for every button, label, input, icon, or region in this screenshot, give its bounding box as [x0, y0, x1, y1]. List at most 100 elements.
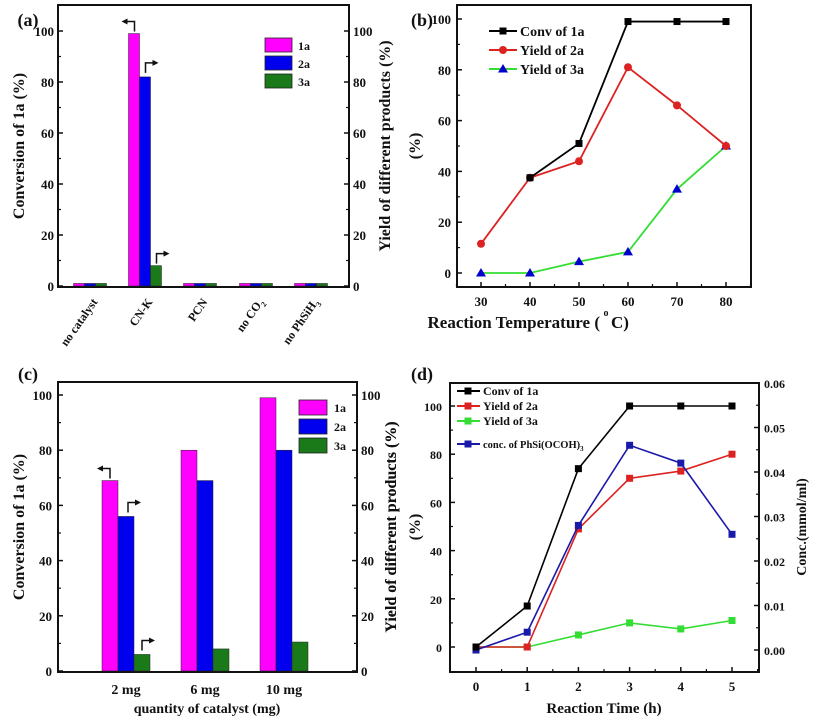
data-point: [626, 402, 634, 410]
y-tick-label: 80: [430, 448, 442, 462]
x-axis-label: Reaction Temperature (: [428, 313, 601, 332]
legend-label: Yield of 3a: [483, 414, 538, 428]
y-tick-label: 60: [41, 126, 54, 141]
y2-tick-label: 0.01: [764, 600, 785, 614]
series-line-1: [476, 453, 733, 648]
legend-label: 1a: [334, 401, 346, 415]
y-tick-label: 20: [41, 228, 54, 243]
y2-tick-label: 80: [353, 75, 366, 90]
x-tick-label: 3: [626, 679, 633, 694]
x-tick-label: 4: [678, 679, 685, 694]
x-tick-label: CN-K: [126, 295, 155, 329]
bar-2a: [117, 516, 135, 672]
series-line-3: [475, 444, 733, 651]
x-tick-label: no CO2: [233, 296, 268, 336]
y2-tick-label: 20: [361, 609, 374, 624]
x-tick-label: 2: [575, 679, 582, 694]
data-point: [673, 101, 681, 110]
data-point: [574, 256, 584, 266]
x-tick-label: 2 mg: [111, 683, 140, 698]
legend-label: conc. of PhSi(OCOH)3: [483, 440, 584, 453]
y-tick-label: 60: [438, 114, 451, 129]
y-tick-label: 80: [438, 63, 451, 78]
legend-marker: [464, 417, 472, 425]
legend-label: Conv of 1a: [520, 25, 585, 40]
legend-label: 2a: [298, 57, 310, 71]
data-point: [574, 465, 582, 473]
arrow-head: [152, 59, 159, 66]
data-point: [623, 246, 633, 256]
legend-label: Conv of 1a: [483, 384, 538, 398]
bar-1a: [73, 283, 85, 287]
series-line-2: [476, 619, 733, 648]
bar-1a: [128, 33, 140, 287]
y2-tick-label: 0.06: [764, 377, 785, 391]
data-point: [523, 628, 531, 636]
y2-tick-label: 100: [353, 24, 373, 39]
legend-swatch: [298, 418, 328, 435]
bar-2a: [250, 283, 262, 287]
data-point: [722, 142, 730, 150]
y2-tick-label: 0.04: [764, 466, 785, 480]
x-tick-label: 0: [473, 679, 480, 694]
data-point: [523, 602, 531, 610]
bar-2a: [196, 480, 214, 672]
legend-marker: [498, 64, 508, 73]
panel-label: (d): [411, 364, 433, 385]
axis-arrow-indicator: [141, 639, 152, 651]
data-point: [626, 474, 634, 482]
legend-marker: [464, 440, 472, 448]
y-tick-label: 0: [445, 266, 452, 281]
bar-2a: [275, 449, 293, 672]
legend-marker: [464, 402, 472, 410]
x-tick-label: 10 mg: [266, 683, 302, 698]
data-point: [677, 625, 685, 633]
y-tick-label: 40: [39, 554, 52, 569]
y-axis-label: Yield of different products (%): [383, 421, 400, 632]
panel-label: (a): [18, 10, 39, 31]
bar-2a: [194, 283, 206, 287]
y2-tick-label: 0.05: [764, 422, 785, 436]
data-point: [677, 459, 685, 467]
y2-tick-label: 0: [353, 279, 360, 294]
x-tick-label: 60: [622, 294, 635, 309]
legend-swatch: [298, 399, 328, 416]
y2-axis-label: Yield of different products (%): [383, 421, 400, 632]
data-point: [526, 174, 534, 182]
legend-label: 2a: [334, 420, 346, 434]
y2-tick-label: 40: [361, 554, 374, 569]
chart-b: (b) 0 20 40 60 80 100 30 40 50 60 70 80 (%) Reaction T…: [407, 4, 752, 332]
data-point: [728, 402, 736, 410]
x-tick-label: 5: [729, 679, 736, 694]
data-point: [525, 268, 535, 277]
bar-3a: [95, 283, 107, 287]
y-tick-label: 40: [41, 177, 54, 192]
axis-arrow-indicator: [144, 62, 156, 73]
y-tick-label: 20: [39, 609, 52, 624]
x-tick-label: 50: [573, 294, 586, 309]
data-point: [472, 643, 480, 651]
x-axis-label-degree: o: [604, 308, 609, 319]
bar-3a: [205, 283, 217, 287]
chart-a: (a) 0 0 20 20 40 40 60 60 80 80 100 100 Conversion of…: [11, 4, 394, 349]
y2-tick-label: 60: [353, 126, 366, 141]
data-point: [728, 616, 736, 624]
plot-frame: [57, 381, 358, 673]
bar-3a: [261, 283, 273, 287]
arrow-head: [135, 499, 141, 506]
axis-arrow-indicator: [127, 501, 138, 513]
y2-tick-label: 100: [361, 388, 381, 403]
y2-axis-label: Conc.(mmol/ml): [795, 478, 810, 576]
series-line-1: [480, 65, 727, 245]
data-point: [574, 521, 582, 529]
bar-1a: [183, 283, 195, 287]
y-tick-label: 100: [424, 400, 442, 414]
arrow-head: [163, 250, 170, 257]
y2-tick-label: 0.02: [764, 555, 785, 569]
y-tick-label: 60: [39, 498, 52, 513]
data-point: [476, 268, 486, 277]
x-tick-label: 6 mg: [190, 683, 219, 698]
y2-tick-label: 0: [361, 664, 368, 679]
x-tick-label: 80: [720, 294, 733, 309]
